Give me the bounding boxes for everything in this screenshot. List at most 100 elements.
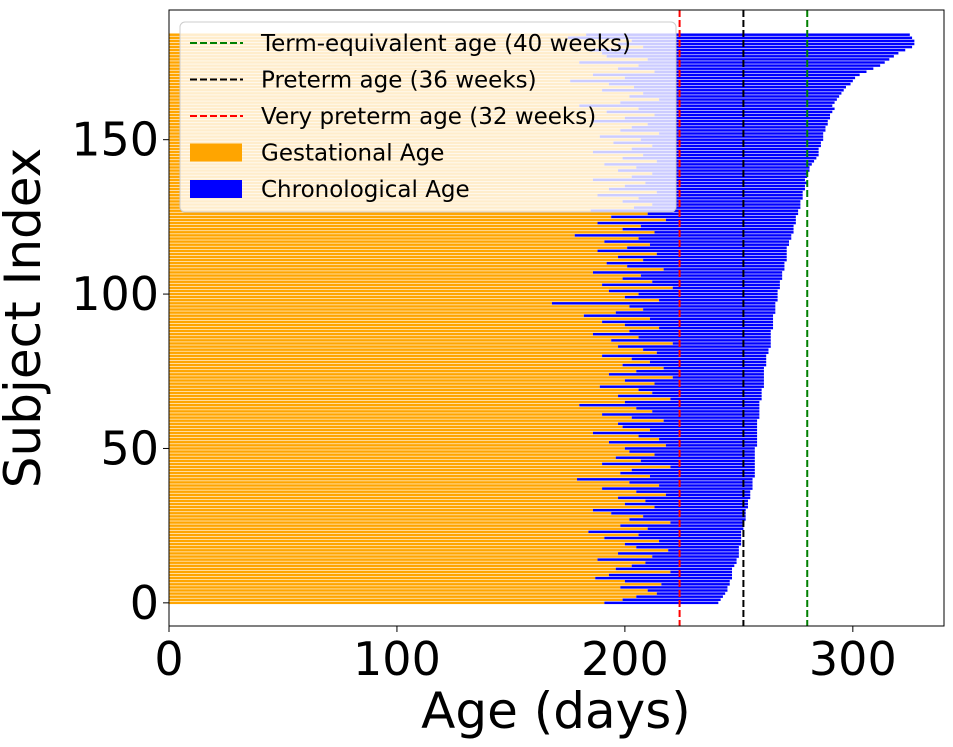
chronological-age-bar [629, 518, 746, 521]
chronological-age-bar [595, 576, 733, 580]
chronological-age-bar [618, 422, 758, 425]
gestational-age-bar [169, 465, 671, 469]
chronological-age-bar [629, 305, 776, 308]
gestational-age-bar [169, 573, 609, 577]
gestational-age-bar [169, 305, 630, 308]
chronological-age-bar [643, 308, 776, 311]
chronological-age-bar [654, 70, 867, 73]
gestational-age-bar [169, 212, 648, 216]
gestational-age-bar [169, 484, 660, 487]
gestational-age-bar [169, 570, 671, 574]
gestational-age-bar [169, 277, 623, 280]
chronological-age-bar [608, 187, 805, 191]
chronological-age-bar [656, 592, 726, 595]
gestational-age-bar [169, 360, 650, 364]
gestational-age-bar [169, 376, 673, 379]
legend-label: Chronological Age [261, 177, 470, 203]
chronological-age-bar [659, 299, 778, 302]
gestational-age-bar [169, 539, 660, 543]
gestational-age-bar [169, 385, 600, 388]
chronological-age-bar [624, 116, 831, 120]
gestational-age-bar [169, 336, 639, 339]
chronological-age-bar [654, 113, 831, 117]
chronological-age-bar [665, 493, 751, 497]
chronological-age-bar [620, 524, 744, 527]
chronological-age-bar [638, 237, 792, 240]
chronological-age-bar [602, 413, 760, 416]
gestational-age-bar [169, 237, 639, 240]
chronological-age-bar [588, 530, 742, 534]
chronological-age-bar [636, 407, 760, 410]
chronological-age-bar [620, 586, 728, 589]
chronological-age-bar [640, 224, 794, 228]
gestational-age-bar [169, 357, 632, 361]
chronological-age-bar [659, 484, 753, 487]
chronological-age-bar [592, 73, 860, 77]
gestational-age-bar [169, 261, 607, 265]
chronological-age-bar [659, 539, 742, 543]
gestational-age-bar [169, 542, 625, 546]
chronological-age-bar [592, 431, 758, 435]
chronological-age-bar [624, 295, 778, 299]
chronological-age-bar [652, 410, 760, 413]
y-tick-label: 100 [71, 267, 159, 321]
chronological-age-bar [652, 391, 762, 395]
chronological-age-bar [638, 533, 742, 537]
chronological-age-bar [652, 555, 739, 558]
chronological-age-bar [634, 206, 801, 209]
chronological-age-bar [649, 317, 774, 321]
gestational-age-bar [169, 428, 650, 432]
chronological-age-bar [663, 268, 785, 271]
gestational-age-bar [169, 351, 657, 354]
chronological-age-bar [613, 141, 821, 145]
gestational-age-bar [169, 379, 625, 382]
chronological-age-bar [602, 354, 767, 358]
chronological-age-bar [672, 286, 780, 290]
chronological-age-bar [631, 126, 826, 129]
chronological-age-bar [590, 48, 906, 52]
gestational-age-bar [169, 475, 650, 478]
chronological-age-bar [647, 58, 890, 61]
chronological-age-bar [638, 434, 758, 438]
chronological-age-bar [608, 573, 733, 577]
chronological-age-bar [659, 326, 774, 330]
chronological-age-bar [620, 471, 755, 475]
chronological-age-bar [631, 564, 735, 568]
y-tick-label: 0 [130, 576, 159, 630]
gestational-age-bar [169, 221, 598, 225]
legend-patch-swatch [190, 143, 242, 162]
chronological-age-bar [622, 363, 767, 367]
chronological-age-bar [629, 95, 840, 98]
chronological-age-bar [645, 499, 748, 503]
chronological-age-bar [602, 51, 899, 55]
chronological-age-bar [592, 150, 819, 154]
gestational-age-bar [169, 320, 603, 324]
gestational-age-bar [169, 447, 625, 450]
chronological-age-bar [586, 33, 910, 36]
gestational-age-bar [169, 555, 653, 558]
gestational-age-bar [169, 388, 639, 392]
gestational-age-bar [169, 308, 644, 311]
chronological-age-bar [663, 419, 758, 422]
gestational-age-bar [169, 295, 625, 299]
chronological-age-bar [643, 348, 769, 351]
gestational-age-bar [169, 410, 653, 413]
gestational-age-bar [169, 601, 605, 605]
gestational-age-bar [169, 332, 593, 336]
gestational-age-bar [169, 499, 646, 503]
chronological-age-bar [670, 465, 755, 469]
chronological-age-bar [629, 329, 771, 333]
chronological-age-bar [652, 203, 801, 206]
chronological-age-bar [631, 147, 819, 151]
chronological-age-bar [602, 89, 844, 92]
chronological-age-bar [649, 243, 789, 246]
gestational-age-bar [169, 265, 628, 268]
chronological-age-bar [579, 104, 833, 107]
gestational-age-bar [169, 552, 619, 555]
legend-label: Preterm age (36 weeks) [261, 68, 537, 94]
gestational-age-bar [169, 345, 619, 348]
x-tick-label: 100 [353, 632, 441, 686]
chronological-age-bar [615, 456, 755, 459]
chronological-age-bar [602, 283, 780, 287]
chronological-age-bar [631, 39, 915, 43]
